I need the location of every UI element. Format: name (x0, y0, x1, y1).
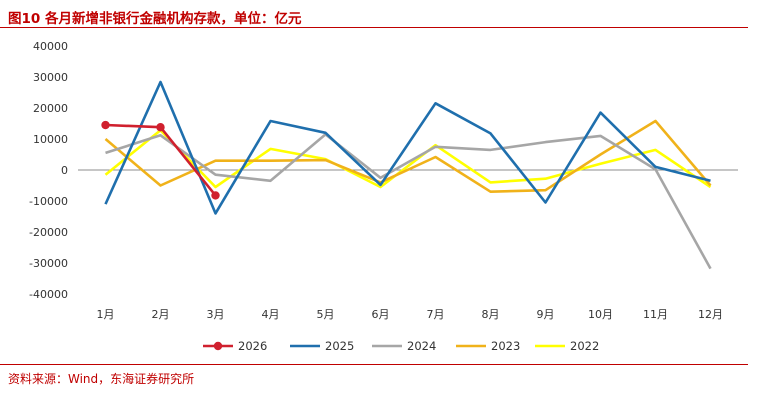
source-note: 资料来源：Wind，东海证券研究所 (8, 372, 195, 386)
x-tick-label: 6月 (372, 308, 390, 321)
x-tick-label: 5月 (317, 308, 335, 321)
x-tick-label: 8月 (482, 308, 500, 321)
y-tick-label: 40000 (33, 40, 68, 53)
legend-label: 2022 (570, 339, 599, 353)
y-tick-label: -10000 (29, 195, 68, 208)
x-tick-label: 1月 (97, 308, 115, 321)
legend-label: 2026 (238, 339, 267, 353)
x-tick-label: 10月 (588, 308, 613, 321)
y-tick-label: 20000 (33, 102, 68, 115)
series-line-2022 (104, 129, 712, 189)
x-tick-label: 11月 (643, 308, 668, 321)
x-tick-label: 12月 (698, 308, 723, 321)
x-tick-label: 7月 (427, 308, 445, 321)
chart-legend: 2026 2025 2024 2023 2022 (203, 339, 599, 353)
y-tick-label: 30000 (33, 71, 68, 84)
x-tick-label: 2月 (152, 308, 170, 321)
y-tick-label: 10000 (33, 133, 68, 146)
series-point-2026 (156, 123, 165, 132)
series-line-2023 (104, 119, 712, 193)
chart-series (101, 80, 712, 270)
x-tick-label: 3月 (207, 308, 225, 321)
y-tick-label: -30000 (29, 257, 68, 270)
series-point-2026 (211, 191, 220, 200)
title-rule (0, 27, 748, 28)
legend-label: 2025 (325, 339, 354, 353)
legend-label: 2024 (407, 339, 436, 353)
legend-marker-2026 (213, 341, 223, 351)
x-tick-label: 4月 (262, 308, 280, 321)
series-line-2024 (105, 133, 712, 270)
figure-title: 图10 各月新增非银行金融机构存款，单位：亿元 (8, 11, 302, 27)
legend-label: 2023 (491, 339, 520, 353)
y-tick-label: 0 (61, 164, 68, 177)
series-point-2026 (101, 120, 110, 130)
x-tick-label: 9月 (537, 308, 555, 321)
y-tick-label: -40000 (29, 288, 68, 301)
chart-axes: 40000 30000 20000 10000 0 -10000 -20000 -30000 -… (29, 40, 738, 321)
source-rule (0, 364, 748, 365)
series-line-2025 (104, 80, 711, 215)
y-tick-label: -20000 (29, 226, 68, 239)
